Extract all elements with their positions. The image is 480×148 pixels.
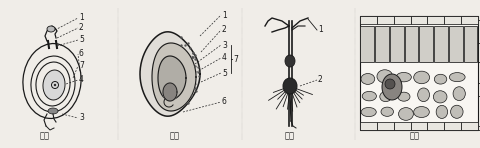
Text: 3: 3 [479,78,480,87]
Bar [444,16,460,24]
Polygon shape [140,32,200,116]
Ellipse shape [43,70,65,100]
Bar [433,26,447,62]
Bar [360,26,373,62]
Text: 6: 6 [79,49,84,58]
Bar [359,122,376,130]
Text: 5: 5 [222,69,227,78]
Text: 3: 3 [222,41,227,49]
Text: 图一: 图一 [40,131,50,140]
Text: 7: 7 [232,56,238,65]
Ellipse shape [379,92,391,102]
Circle shape [54,84,56,86]
Text: 3: 3 [79,114,84,123]
Ellipse shape [360,107,375,117]
Ellipse shape [395,72,410,82]
Text: 1: 1 [317,25,322,34]
Bar [376,122,393,130]
Ellipse shape [397,92,409,101]
Ellipse shape [413,71,429,84]
Ellipse shape [282,78,296,94]
Ellipse shape [384,79,394,89]
Ellipse shape [417,88,429,102]
Ellipse shape [376,70,392,83]
Text: 7: 7 [79,62,84,70]
Text: 2: 2 [79,24,84,33]
Ellipse shape [432,91,446,103]
Ellipse shape [413,107,429,118]
Text: 2: 2 [317,75,322,85]
Ellipse shape [450,105,462,118]
Text: 5: 5 [79,36,84,45]
Text: 图四: 图四 [409,131,419,140]
Ellipse shape [285,55,294,67]
Polygon shape [157,56,186,100]
Text: 6: 6 [222,98,227,107]
Text: 2: 2 [222,25,226,34]
Bar [393,16,410,24]
Ellipse shape [380,107,393,116]
Text: 1: 1 [479,16,480,25]
Bar [427,122,444,130]
Ellipse shape [361,91,376,101]
Bar [374,26,388,62]
Ellipse shape [448,73,464,82]
Text: 5: 5 [479,122,480,131]
Text: 4: 4 [479,91,480,100]
Text: 4: 4 [79,75,84,85]
Text: 1: 1 [79,13,84,22]
Text: 图二: 图二 [169,131,180,140]
Bar [410,122,427,130]
Bar [359,16,477,130]
Ellipse shape [381,74,401,100]
Text: 4: 4 [222,53,227,62]
Text: 1: 1 [222,11,226,20]
Bar [393,122,410,130]
Ellipse shape [360,74,374,84]
Bar [448,26,462,62]
Ellipse shape [435,105,447,118]
Bar [404,26,418,62]
Bar [460,16,477,24]
Bar [427,16,444,24]
Bar [463,26,477,62]
Text: 2: 2 [479,38,480,48]
Text: 图三: 图三 [285,131,294,140]
Polygon shape [152,43,195,111]
Ellipse shape [47,26,55,32]
Bar [376,16,393,24]
Polygon shape [163,83,177,101]
Bar [460,122,477,130]
Bar [410,16,427,24]
Bar [389,26,403,62]
Ellipse shape [48,108,58,114]
Ellipse shape [398,108,412,120]
Bar [359,16,376,24]
Bar [444,122,460,130]
Bar [419,26,432,62]
Ellipse shape [433,74,446,84]
Ellipse shape [452,87,464,101]
